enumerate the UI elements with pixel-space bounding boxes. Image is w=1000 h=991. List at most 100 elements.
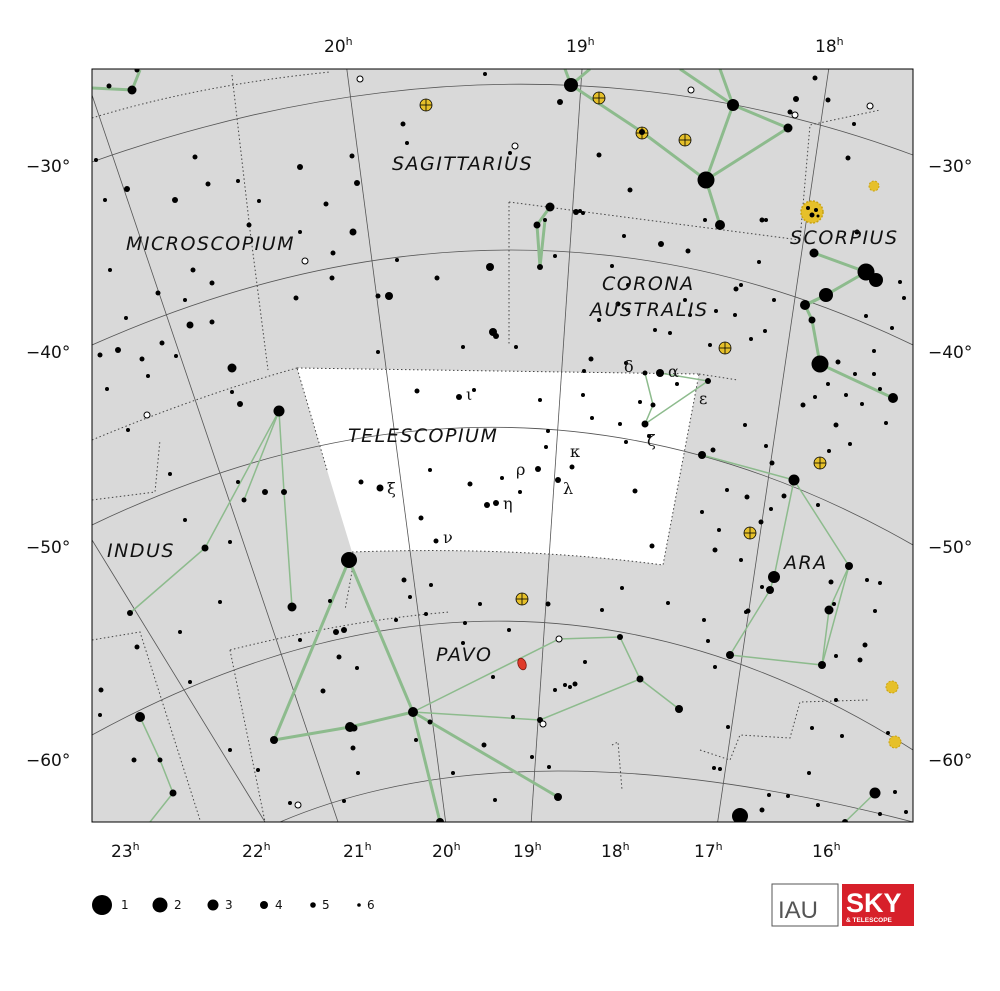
star — [766, 586, 774, 594]
star — [157, 757, 163, 763]
star — [698, 451, 706, 459]
star — [744, 610, 748, 614]
star — [808, 316, 816, 324]
star — [98, 713, 102, 717]
star — [491, 675, 495, 679]
right-ascension-grid — [92, 69, 830, 822]
star — [578, 209, 582, 213]
star — [341, 552, 357, 568]
star — [588, 356, 594, 362]
star-label-epsilon: ε — [699, 389, 707, 408]
star — [168, 472, 172, 476]
star — [812, 75, 818, 81]
legend-label-mag-3: 3 — [225, 898, 233, 912]
star — [400, 121, 406, 127]
star — [395, 258, 399, 262]
star — [287, 602, 297, 612]
star — [507, 628, 511, 632]
star — [647, 434, 651, 438]
star — [884, 421, 888, 425]
star — [902, 296, 906, 300]
star — [590, 416, 594, 420]
star — [639, 129, 645, 135]
star — [297, 164, 303, 170]
star — [323, 201, 329, 207]
star — [127, 610, 133, 616]
variable-star-icon — [356, 75, 364, 83]
star — [624, 440, 628, 444]
globular-cluster-icon — [743, 526, 757, 540]
star — [288, 801, 292, 805]
star — [641, 420, 649, 428]
star — [638, 400, 642, 404]
iau-logo-text: IAU — [778, 897, 818, 924]
star — [350, 724, 358, 732]
star — [759, 807, 765, 813]
star — [424, 612, 428, 616]
ra-top-19: 19h — [566, 35, 595, 57]
star — [428, 468, 432, 472]
star — [824, 605, 834, 615]
star — [543, 218, 547, 222]
star — [769, 460, 775, 466]
globular-cluster-icon — [718, 341, 732, 355]
star — [336, 654, 342, 660]
star — [354, 180, 360, 186]
legend-star-mag-1 — [92, 895, 112, 915]
star — [848, 442, 852, 446]
star — [518, 490, 522, 494]
star — [666, 601, 670, 605]
star — [508, 151, 512, 155]
star — [553, 688, 557, 692]
star — [878, 387, 882, 391]
star — [241, 497, 247, 503]
star — [246, 222, 252, 228]
star — [800, 402, 806, 408]
star — [800, 300, 810, 310]
star — [538, 398, 542, 402]
star — [159, 340, 165, 346]
ra-labels-top: 20h 19h 18h — [324, 35, 844, 57]
star — [702, 618, 706, 622]
ra-bottom-22: 22h — [242, 840, 271, 862]
star — [893, 790, 897, 794]
deep-sky-objects — [419, 91, 902, 749]
variable-star-icon — [791, 111, 799, 119]
star — [869, 787, 881, 799]
star — [715, 220, 725, 230]
star — [582, 369, 586, 373]
legend-star-mag-6 — [357, 903, 361, 907]
star — [758, 519, 764, 525]
star — [828, 579, 834, 585]
star — [583, 660, 587, 664]
star — [811, 355, 829, 373]
star — [341, 627, 347, 633]
star — [853, 372, 857, 376]
star — [783, 123, 793, 133]
star — [493, 333, 499, 339]
dec-right-40: −40° — [928, 343, 972, 363]
ra-bottom-18: 18h — [601, 840, 630, 862]
star — [886, 731, 890, 735]
star — [809, 248, 819, 258]
star — [554, 793, 562, 801]
star — [653, 328, 657, 332]
star — [764, 218, 768, 222]
star-label-zeta: ζ — [647, 431, 656, 450]
telescope-logo-text: & TELESCOPE — [846, 917, 893, 924]
open-cluster-icon — [800, 200, 824, 224]
star — [108, 268, 112, 272]
constellation-labels: SAGITTARIUS MICROSCOPIUM CORONA AUSTRALI… — [107, 153, 897, 666]
star — [705, 378, 711, 384]
star — [190, 267, 196, 273]
star — [131, 757, 137, 763]
star-label-lambda: λ — [563, 479, 573, 498]
star — [553, 254, 557, 258]
ra-bottom-16: 16h — [812, 840, 841, 862]
star — [146, 374, 150, 378]
star — [675, 705, 683, 713]
star — [852, 122, 856, 126]
star — [826, 382, 830, 386]
star — [500, 476, 504, 480]
